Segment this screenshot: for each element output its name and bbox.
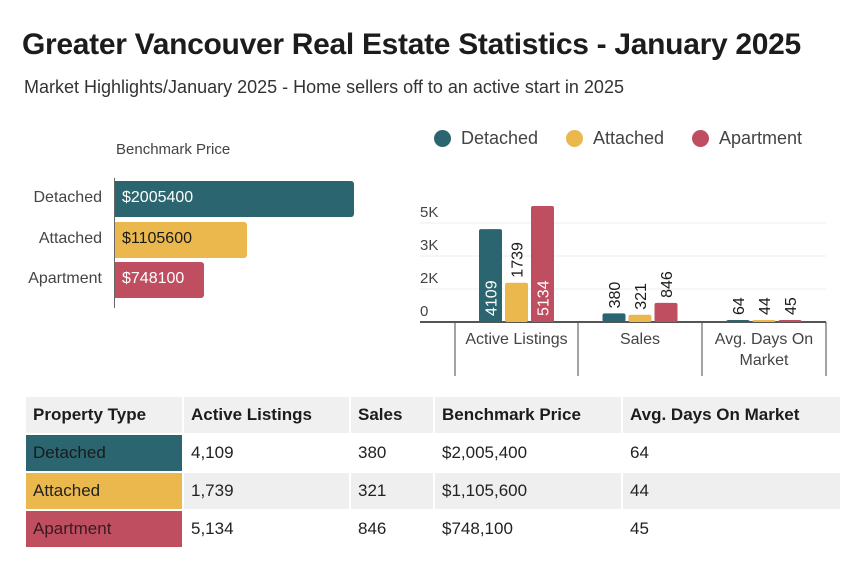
benchmark-chart-title: Benchmark Price — [116, 141, 231, 158]
table-row: Detached 4,109 380 $2,005,400 64 — [24, 433, 842, 473]
legend-attached: Attached — [566, 128, 664, 149]
bar-value-label: 5134 — [536, 280, 553, 316]
cell-property-type: Apartment — [24, 509, 184, 549]
bar-apartment — [778, 320, 802, 322]
bar-value-label: 45 — [783, 297, 800, 315]
cell-sales: 846 — [349, 509, 435, 549]
table-header: Benchmark Price — [433, 395, 623, 435]
y-tick-label: 5K — [420, 204, 438, 221]
bar-value-label: 380 — [607, 282, 624, 309]
benchmark-axis-line — [114, 178, 115, 308]
benchmark-value-label: $2005400 — [122, 189, 194, 206]
legend-label: Attached — [593, 128, 665, 148]
benchmark-value-label: $748100 — [122, 270, 185, 287]
y-tick-label: 0 — [420, 303, 428, 320]
cell-sales: 321 — [349, 471, 435, 511]
table-row: Attached 1,739 321 $1,105,600 44 — [24, 471, 842, 511]
cell-property-type: Detached — [24, 433, 184, 473]
table-header: Avg. Days On Market — [621, 395, 842, 435]
x-category-label: Avg. Days On — [715, 331, 813, 348]
table-header: Sales — [349, 395, 435, 435]
bar-apartment — [654, 302, 678, 322]
bar-value-label: 1739 — [510, 242, 527, 278]
bar-detached — [479, 229, 502, 322]
page-title: Greater Vancouver Real Estate Statistics… — [22, 28, 801, 61]
bar-attached — [752, 320, 776, 322]
y-tick-label: 2K — [420, 270, 438, 287]
cell-benchmark-price: $1,105,600 — [433, 471, 623, 511]
stats-table: Property Type Active Listings Sales Benc… — [24, 395, 842, 549]
x-category-label: Sales — [620, 331, 660, 348]
bar-apartment — [531, 206, 554, 322]
bar-detached — [602, 313, 626, 322]
legend-label: Detached — [461, 128, 539, 148]
table-row: Apartment 5,134 846 $748,100 45 — [24, 509, 842, 549]
table-header: Property Type — [24, 395, 184, 435]
benchmark-category-label: Attached — [38, 230, 102, 247]
legend-label: Apartment — [719, 128, 803, 148]
bar-value-label: 321 — [633, 283, 650, 310]
benchmark-bar-attached: $1105600 — [115, 222, 247, 258]
bar-detached — [726, 320, 750, 322]
cell-sales: 380 — [349, 433, 435, 473]
market-stats-chart: 0 2K 3K 5K Active Listings 4109 1739 5134 Sales 3… — [420, 204, 827, 376]
bar-attached — [505, 282, 528, 322]
bar-value-label: 4109 — [484, 280, 501, 316]
cell-days-on-market: 44 — [621, 471, 842, 511]
table-header: Active Listings — [182, 395, 351, 435]
x-category-label: Market — [740, 352, 789, 369]
benchmark-bar-apartment: $748100 — [115, 262, 205, 298]
legend-swatch — [566, 130, 583, 147]
cell-property-type: Attached — [24, 471, 184, 511]
bar-value-label: 64 — [731, 297, 748, 315]
benchmark-category-label: Detached — [33, 189, 103, 206]
cell-benchmark-price: $2,005,400 — [433, 433, 623, 473]
cell-days-on-market: 45 — [621, 509, 842, 549]
benchmark-category-label: Apartment — [28, 270, 102, 287]
bar-attached — [628, 314, 652, 322]
legend-swatch — [692, 130, 709, 147]
cell-active-listings: 4,109 — [182, 433, 351, 473]
bar-value-label: 44 — [757, 297, 774, 315]
cell-days-on-market: 64 — [621, 433, 842, 473]
benchmark-value-label: $1105600 — [122, 230, 192, 247]
cell-active-listings: 5,134 — [182, 509, 351, 549]
legend-detached: Detached — [434, 128, 538, 149]
x-category-label: Active Listings — [465, 331, 567, 348]
page-subtitle: Market Highlights/January 2025 - Home se… — [24, 77, 624, 97]
legend-apartment: Apartment — [692, 128, 802, 149]
y-tick-label: 3K — [420, 237, 438, 254]
bar-value-label: 846 — [659, 271, 676, 298]
cell-benchmark-price: $748,100 — [433, 509, 623, 549]
cell-active-listings: 1,739 — [182, 471, 351, 511]
benchmark-bar-detached: $2005400 — [115, 181, 354, 217]
legend-swatch — [434, 130, 451, 147]
